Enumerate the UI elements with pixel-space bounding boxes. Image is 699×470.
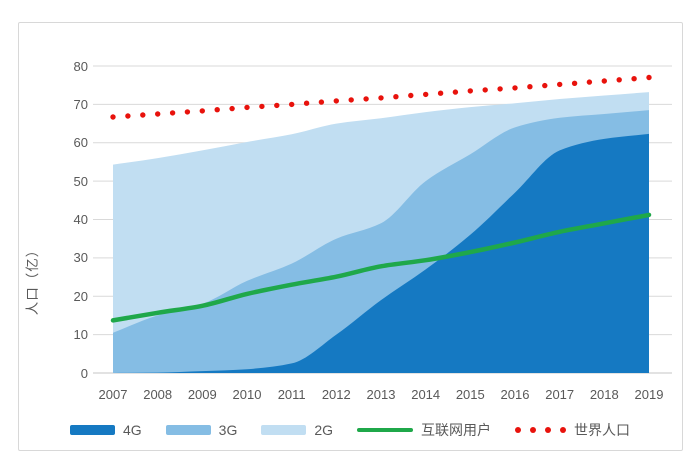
- x-tick-label-2007: 2007: [98, 387, 128, 402]
- world-population-dot: [378, 95, 384, 101]
- world-population-dot: [184, 109, 191, 115]
- world-population-dot: [631, 76, 637, 82]
- x-tick-label-2015: 2015: [455, 387, 485, 402]
- world-population-dot: [259, 103, 265, 110]
- legend-label: 世界人口: [574, 422, 631, 438]
- legend: 4G 3G 2G 互联网用户 世界人口: [18, 420, 682, 440]
- legend-dot: [515, 427, 522, 433]
- world-population-dot: [274, 102, 280, 109]
- x-tick-label-2009: 2009: [187, 387, 217, 402]
- world-population-dot: [229, 105, 235, 112]
- legend-label: 互联网用户: [421, 422, 492, 438]
- y-tick-label-30: 30: [73, 250, 88, 266]
- x-tick-label-2013: 2013: [366, 387, 396, 402]
- legend-dot: [545, 427, 552, 433]
- x-tick-label-2008: 2008: [143, 387, 173, 402]
- world-population-dot: [616, 77, 622, 83]
- x-tick-label-2017: 2017: [545, 387, 575, 402]
- y-tick-label-20: 20: [73, 288, 88, 304]
- world-population-dot: [289, 101, 295, 108]
- x-tick-label-2011: 2011: [277, 387, 306, 402]
- world-population-dot: [557, 81, 563, 88]
- world-population-dot: [244, 104, 250, 111]
- y-tick-label-80: 80: [73, 58, 88, 74]
- legend-label: 3G: [218, 422, 238, 438]
- world-population-dot: [393, 94, 399, 100]
- y-tick-label-10: 10: [73, 327, 88, 343]
- world-population-dot: [363, 96, 369, 102]
- world-population-dot: [527, 84, 533, 90]
- x-tick-label-2018: 2018: [589, 387, 619, 402]
- legend-dot: [560, 427, 567, 433]
- internet-users-line: [110, 212, 652, 323]
- world-population-dot: [125, 113, 131, 119]
- world-population-dot: [512, 85, 518, 91]
- world-population-dot: [452, 89, 459, 95]
- world-population-dot: [348, 97, 354, 103]
- x-tick-label-2014: 2014: [411, 387, 441, 402]
- world-population-dot: [467, 88, 473, 94]
- legend-swatch-4g: [69, 425, 115, 435]
- legend-item-dotted-line: 世界人口: [515, 420, 630, 440]
- legend-swatch-internet-line: [357, 427, 414, 433]
- world-population-dot: [437, 90, 444, 96]
- legend-item-4g: 4G: [69, 422, 142, 438]
- world-population-dot: [169, 110, 176, 116]
- world-population-dot: [586, 79, 593, 85]
- world-population-dot: [140, 112, 146, 118]
- world-population-dot: [408, 92, 414, 99]
- y-tick-label-40: 40: [73, 212, 88, 227]
- legend-label: 4G: [122, 422, 142, 438]
- legend-swatch-3g: [165, 425, 211, 435]
- area-4g: [113, 133, 649, 373]
- world-population-dot: [110, 114, 116, 120]
- y-tick-label-50: 50: [73, 173, 88, 189]
- legend-item-3g: 3G: [165, 422, 238, 438]
- legend-label: 2G: [314, 422, 334, 438]
- legend-swatch-world-population-dots: [515, 427, 567, 433]
- world-population-dot: [155, 111, 161, 117]
- world-population-dot: [571, 80, 578, 87]
- world-population-dot: [333, 98, 339, 104]
- x-tick-label-2010: 2010: [232, 387, 262, 402]
- y-tick-label-0: 0: [80, 365, 88, 381]
- world-population-dot: [303, 100, 310, 106]
- x-tick-label-2012: 2012: [321, 387, 351, 402]
- legend-swatch-2g: [261, 425, 307, 435]
- world-population-dot: [318, 99, 325, 105]
- world-population-dot: [646, 74, 652, 81]
- y-tick-label-70: 70: [73, 96, 88, 112]
- world-population-dot: [214, 107, 220, 113]
- legend-item-2g: 2G: [261, 422, 333, 438]
- world-population-dot: [199, 108, 205, 114]
- legend-dot: [530, 427, 537, 433]
- world-population-dot: [542, 82, 548, 89]
- world-population-dot: [601, 78, 607, 84]
- y-tick-label-60: 60: [73, 135, 88, 151]
- world-population-dot: [482, 87, 488, 93]
- x-tick-label-2019: 2019: [634, 387, 664, 402]
- legend-item-line: 互联网用户: [357, 420, 491, 440]
- world-population-dot: [423, 91, 429, 98]
- x-tick-label-2016: 2016: [500, 387, 530, 402]
- world-population-dot: [497, 86, 503, 92]
